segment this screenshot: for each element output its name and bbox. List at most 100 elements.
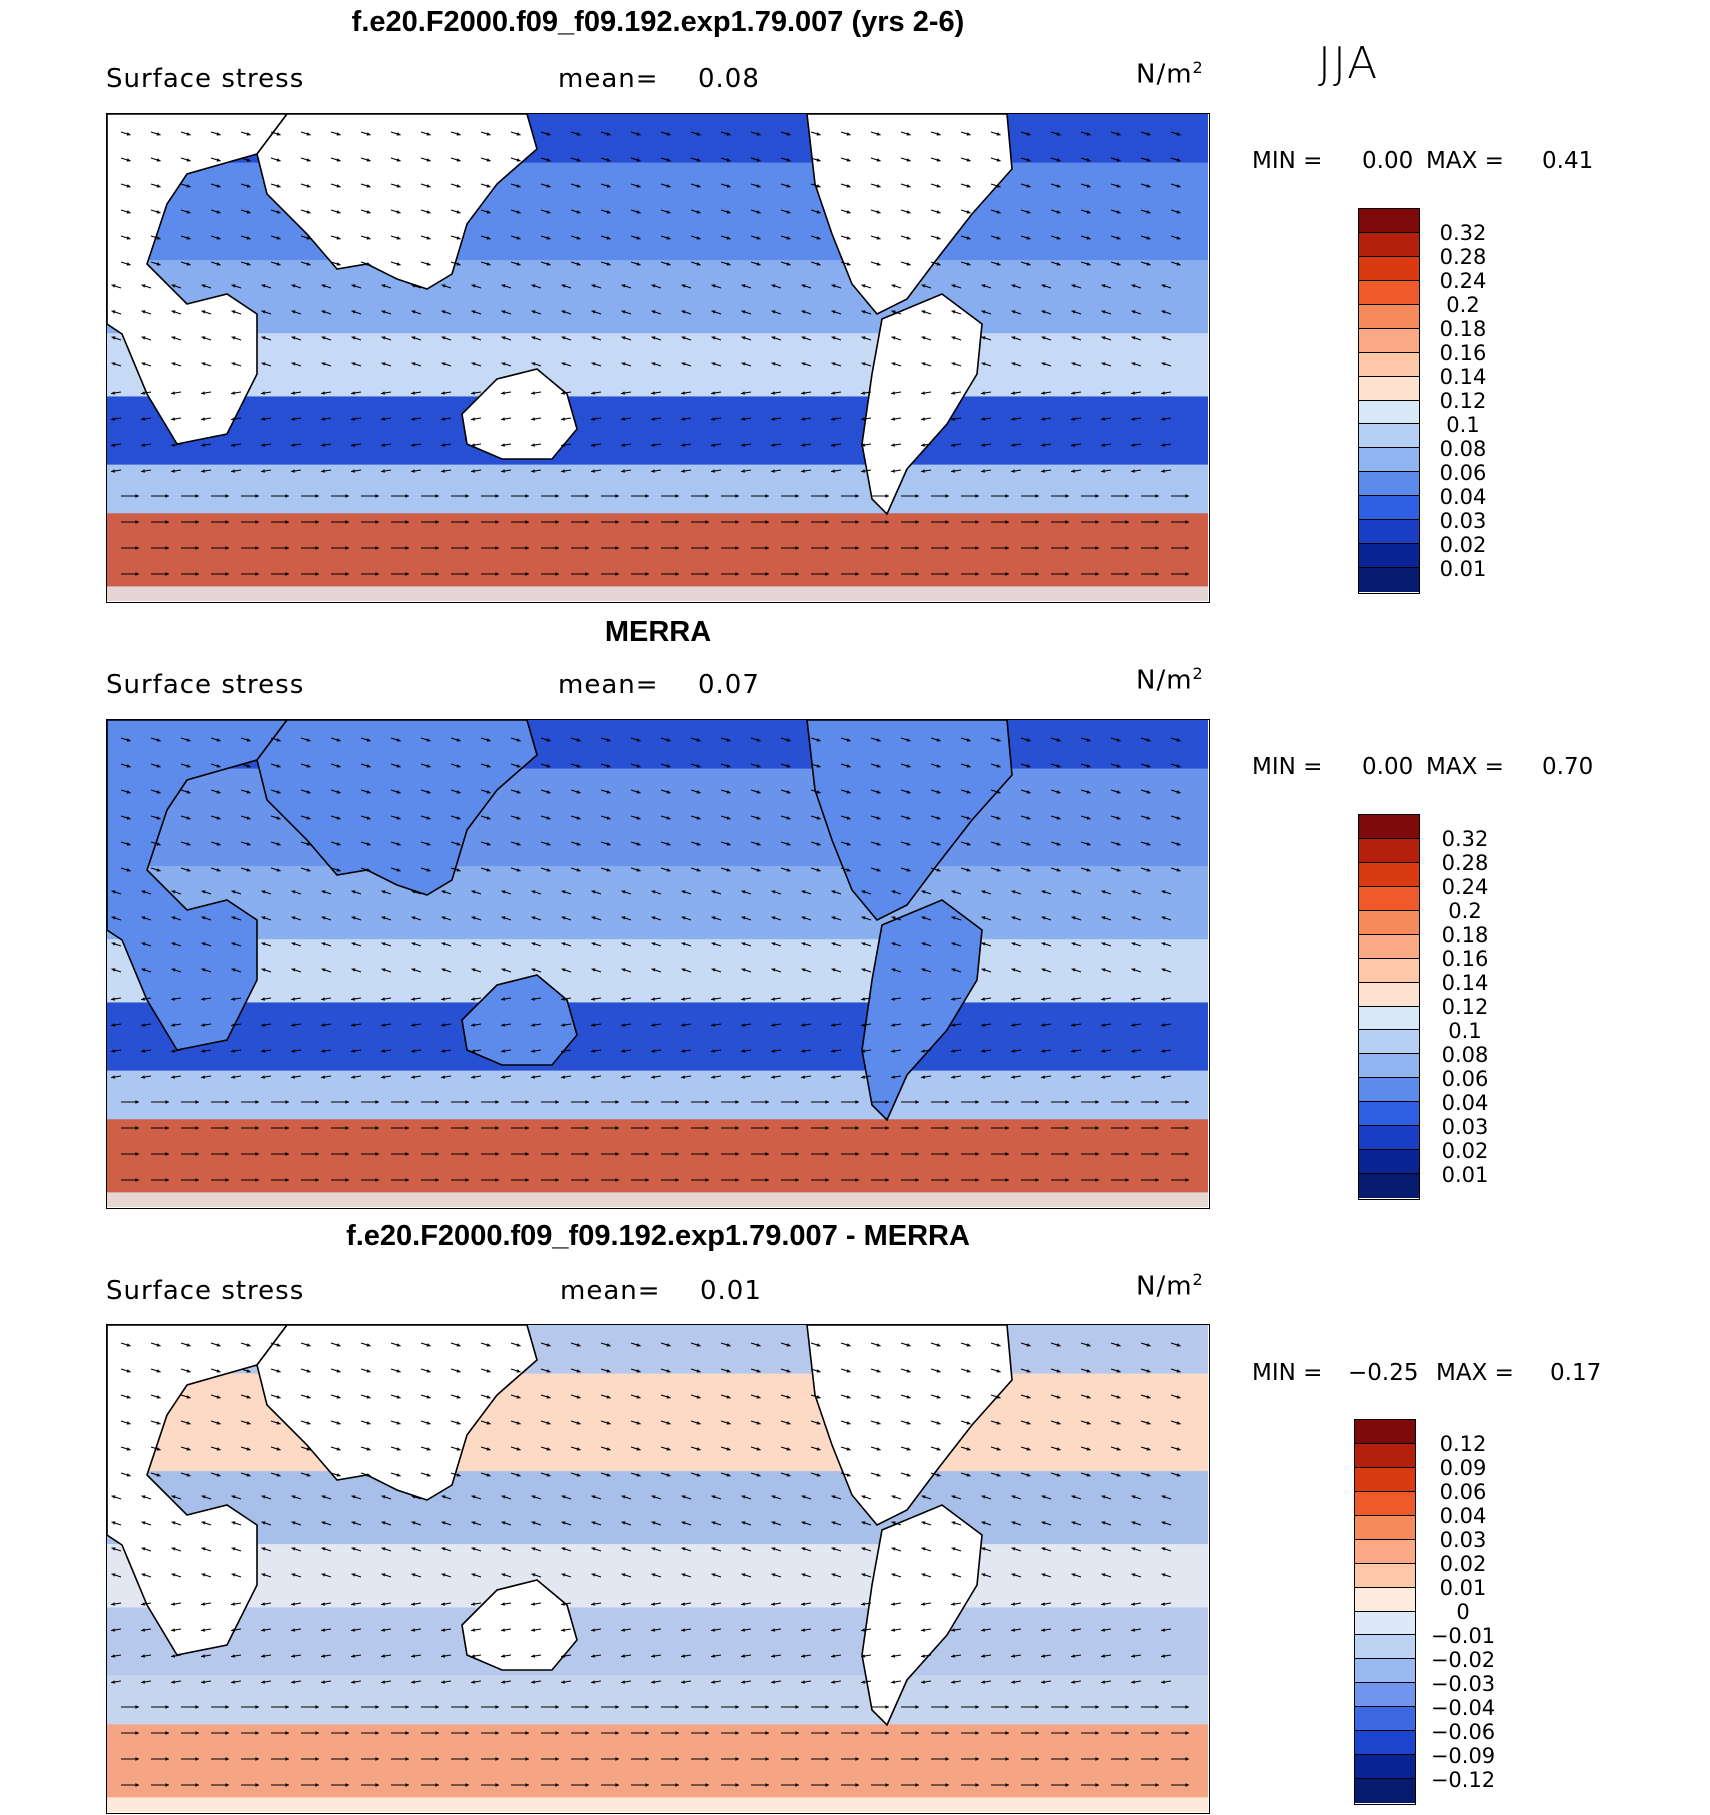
stress-vector-head (231, 916, 236, 920)
stress-vector-head (735, 1100, 739, 1104)
colorbar-tick-label: 0.04 (1441, 1091, 1489, 1115)
stress-vector-head (1161, 469, 1165, 473)
stress-vector-head (141, 1049, 145, 1053)
panel-1-variable: Surface stress (106, 64, 305, 94)
stress-vector-head (366, 738, 371, 742)
colorbar-tick-label: 0.06 (1439, 1480, 1487, 1504)
stress-vector-head (831, 916, 836, 920)
stress-vector-head (936, 184, 941, 188)
stress-vector-head (1146, 210, 1151, 214)
stress-vector-head (696, 262, 701, 266)
stress-vector-head (915, 572, 919, 576)
colorbar-swatch (1359, 448, 1419, 473)
stress-vector-head (741, 362, 746, 366)
stress-vector-head (936, 1473, 941, 1477)
stress-vector-head (996, 1421, 1001, 1425)
stress-vector-head (135, 1705, 139, 1709)
stress-vector-head (1005, 572, 1009, 576)
stress-vector-head (186, 1473, 191, 1477)
stress-vector-head (555, 572, 559, 576)
stress-vector-head (606, 262, 611, 266)
stress-vector-head (555, 1783, 559, 1787)
stress-vector-head (876, 1369, 881, 1373)
stress-vector-head (321, 1521, 326, 1525)
stress-vector-head (771, 417, 775, 421)
stress-vector-head (576, 184, 581, 188)
stress-vector-head (1176, 816, 1181, 820)
stress-vector-head (741, 417, 745, 421)
stress-vector-head (876, 1473, 881, 1477)
stress-vector-head (306, 184, 311, 188)
stress-vector-head (921, 417, 925, 421)
stress-vector-head (621, 1521, 626, 1525)
stress-vector-head (921, 1628, 925, 1632)
stress-vector-head (375, 1126, 379, 1130)
stress-vector-head (981, 997, 985, 1001)
colorbar-tick-label: −0.04 (1430, 1696, 1496, 1720)
stress-vector-head (561, 391, 565, 395)
stress-vector-head (426, 158, 431, 162)
stress-vector-head (1035, 572, 1039, 576)
stress-vector-head (636, 184, 641, 188)
stress-vector-head (1086, 764, 1091, 768)
stress-vector-head (1071, 1547, 1076, 1551)
stress-vector-head (711, 417, 715, 421)
stress-vector-head (666, 790, 671, 794)
stress-vector-head (591, 417, 595, 421)
stress-vector-head (465, 546, 469, 550)
stress-vector-head (741, 1049, 745, 1053)
stress-vector-head (816, 184, 821, 188)
stress-vector-head (315, 1100, 319, 1104)
stress-vector-head (816, 738, 821, 742)
stress-vector-head (591, 1654, 595, 1658)
stress-vector-head (516, 1395, 521, 1399)
stress-vector-head (1041, 310, 1046, 314)
stress-vector-head (906, 868, 911, 872)
stress-vector-head (201, 391, 205, 395)
panel-2-variable: Surface stress (106, 670, 305, 700)
stress-vector-head (516, 1343, 521, 1347)
stress-vector-head (231, 469, 235, 473)
stress-vector-head (1161, 997, 1165, 1001)
stress-vector-head (1185, 1783, 1189, 1787)
stress-vector-head (861, 443, 865, 447)
stress-vector-head (441, 443, 445, 447)
stress-vector-head (1146, 236, 1151, 240)
panel-2-colorbar (1358, 814, 1420, 1200)
stress-vector-head (291, 997, 295, 1001)
stress-vector-head (1101, 1628, 1105, 1632)
landmass-outline (806, 720, 1013, 921)
stress-vector-head (171, 968, 176, 972)
stress-vector-head (1131, 284, 1136, 288)
stress-vector-head (921, 1023, 925, 1027)
stress-vector-head (1041, 336, 1046, 340)
stress-vector-head (351, 469, 355, 473)
colorbar-tick-label: 0.2 (1448, 899, 1482, 923)
stress-vector-head (366, 1447, 371, 1451)
stress-vector-head (1011, 1602, 1015, 1606)
stress-vector-head (855, 1152, 859, 1156)
stress-vector-head (756, 210, 761, 214)
stress-vector-head (255, 1178, 259, 1182)
stress-vector-head (975, 1126, 979, 1130)
stress-vector-head (1101, 1654, 1105, 1658)
stress-vector-head (135, 546, 139, 550)
stress-vector-head (966, 1395, 971, 1399)
stress-vector-head (201, 1547, 206, 1551)
stress-vector-head (186, 184, 191, 188)
stress-vector-head (465, 1757, 469, 1761)
stress-vector-head (411, 1495, 416, 1499)
stress-vector-head (501, 1547, 506, 1551)
stress-vector-head (885, 546, 889, 550)
stress-vector-head (1095, 1152, 1099, 1156)
stress-vector-head (711, 1023, 715, 1027)
stress-vector-head (186, 132, 191, 136)
stress-vector-head (231, 1495, 236, 1499)
stress-vector-head (1011, 968, 1016, 972)
stress-vector-head (945, 572, 949, 576)
stress-vector-head (351, 968, 356, 972)
stress-vector-head (276, 1447, 281, 1451)
stress-vector-head (831, 1602, 835, 1606)
stress-vector-head (306, 158, 311, 162)
stress-vector-head (381, 1023, 385, 1027)
